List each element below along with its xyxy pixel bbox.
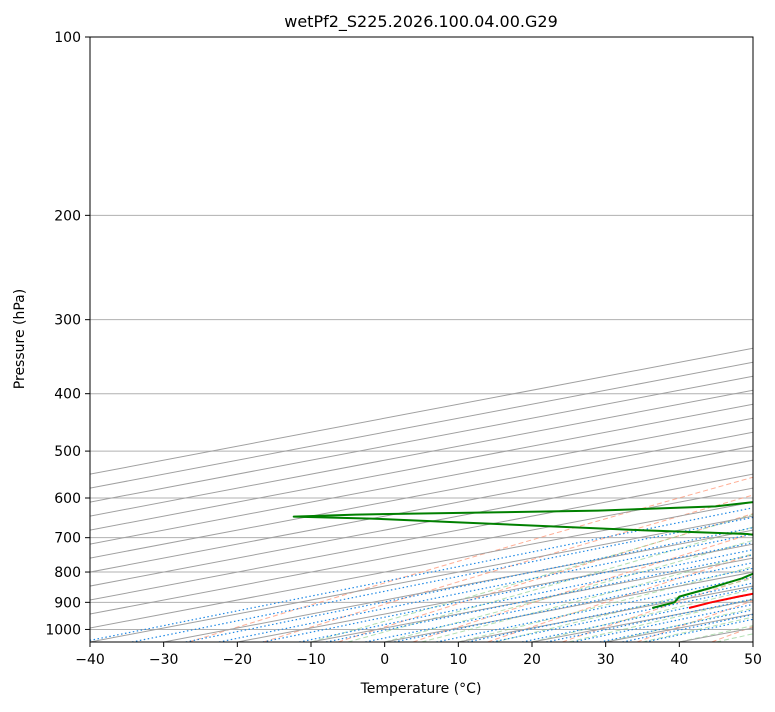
- y-tick-label: 500: [54, 444, 81, 460]
- x-tick-label: 10: [449, 652, 467, 668]
- y-tick-label: 200: [54, 208, 81, 224]
- x-tick-label: −40: [75, 652, 105, 668]
- y-tick-label: 800: [54, 565, 81, 581]
- chart-title: wetPf2_S225.2026.100.04.00.G29: [284, 12, 558, 32]
- x-tick-label: −20: [223, 652, 253, 668]
- y-tick-label: 400: [54, 387, 81, 403]
- y-tick-label: 600: [54, 491, 81, 507]
- y-axis-label: Pressure (hPa): [12, 289, 28, 389]
- x-tick-label: 30: [597, 652, 615, 668]
- x-tick-label: 50: [744, 652, 762, 668]
- y-tick-label: 700: [54, 531, 81, 547]
- y-tick-label: 300: [54, 313, 81, 329]
- y-tick-label: 900: [54, 595, 81, 611]
- x-axis-label: Temperature (°C): [360, 681, 482, 697]
- y-tick-label: 100: [54, 30, 81, 46]
- x-tick-label: 40: [670, 652, 688, 668]
- x-tick-label: 0: [380, 652, 389, 668]
- x-tick-label: 20: [523, 652, 541, 668]
- x-tick-label: −10: [296, 652, 326, 668]
- y-tick-label: 1000: [45, 622, 81, 638]
- x-tick-label: −30: [149, 652, 179, 668]
